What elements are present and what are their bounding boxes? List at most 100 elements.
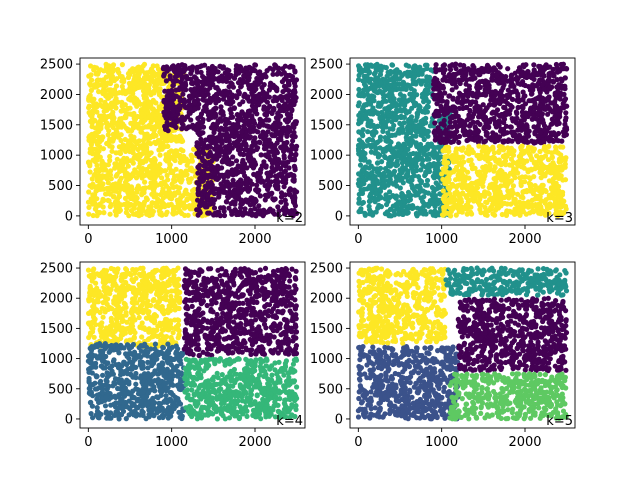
point-cluster-1: [393, 102, 400, 108]
point-cluster-1: [364, 87, 370, 94]
point-cluster-1: [134, 170, 140, 176]
point-cluster-2: [505, 87, 511, 93]
point-cluster-2: [292, 68, 298, 74]
point-cluster-2: [293, 95, 299, 101]
point-cluster-1: [405, 73, 411, 79]
point-cluster-2: [169, 91, 175, 97]
point-cluster-2: [262, 106, 268, 112]
point-cluster-2: [207, 184, 214, 191]
point-cluster-2: [260, 122, 266, 128]
point-cluster-2: [216, 188, 222, 194]
point-cluster-1: [375, 110, 381, 116]
point-cluster-2: [453, 65, 459, 72]
point-cluster-1: [404, 130, 410, 137]
point-cluster-2: [221, 208, 227, 214]
point-cluster-2: [527, 84, 533, 90]
point-cluster-1: [373, 209, 379, 215]
point-cluster-1: [163, 211, 169, 217]
point-cluster-1: [405, 69, 411, 75]
point-cluster-1: [358, 182, 364, 188]
point-cluster-2: [521, 82, 527, 88]
point-cluster-2: [239, 197, 245, 203]
point-cluster-2: [163, 78, 169, 84]
point-cluster-2: [213, 105, 219, 111]
point-cluster-2: [186, 124, 192, 130]
point-cluster-2: [275, 204, 281, 210]
point-cluster-2: [220, 109, 226, 115]
point-cluster-2: [282, 209, 288, 215]
point-cluster-1: [159, 200, 165, 206]
point-cluster-1: [179, 202, 185, 208]
point-cluster-1: [152, 179, 158, 185]
point-cluster-1: [150, 124, 156, 130]
point-cluster-1: [181, 153, 187, 160]
point-cluster-1: [94, 162, 100, 168]
point-cluster-2: [199, 141, 205, 147]
point-cluster-1: [113, 127, 119, 134]
point-cluster-1: [357, 162, 364, 168]
point-cluster-2: [516, 65, 523, 71]
point-cluster-1: [87, 133, 93, 139]
point-cluster-1: [421, 136, 427, 143]
point-cluster-1: [383, 192, 389, 198]
point-cluster-1: [401, 120, 407, 126]
point-cluster-2: [269, 158, 275, 164]
point-cluster-2: [437, 128, 443, 134]
point-cluster-2: [272, 183, 278, 189]
point-cluster-2: [180, 91, 186, 97]
point-cluster-2: [272, 133, 278, 139]
point-cluster-2: [218, 104, 224, 110]
point-cluster-2: [258, 152, 264, 158]
point-cluster-2: [496, 80, 502, 86]
point-cluster-1: [96, 82, 102, 88]
point-cluster-2: [524, 123, 530, 129]
point-cluster-1: [120, 186, 126, 192]
point-cluster-2: [485, 79, 491, 85]
point-cluster-2: [238, 205, 244, 211]
point-cluster-2: [196, 207, 202, 213]
point-cluster-2: [494, 73, 500, 79]
point-cluster-2: [241, 73, 247, 79]
point-cluster-1: [153, 204, 159, 210]
point-cluster-1: [119, 116, 125, 122]
point-cluster-2: [472, 75, 478, 81]
point-cluster-1: [167, 161, 173, 167]
point-cluster-2: [238, 177, 244, 183]
point-cluster-1: [363, 143, 369, 149]
point-cluster-2: [277, 121, 283, 127]
point-cluster-1: [385, 211, 391, 217]
point-cluster-1: [144, 85, 150, 91]
point-cluster-2: [560, 61, 567, 67]
point-cluster-2: [266, 149, 272, 155]
point-cluster-2: [255, 95, 261, 101]
point-cluster-2: [245, 155, 251, 161]
point-cluster-2: [235, 88, 241, 94]
point-cluster-2: [291, 145, 298, 151]
point-cluster-2: [253, 86, 259, 92]
point-cluster-2: [447, 130, 453, 136]
point-cluster-2: [274, 150, 280, 156]
point-cluster-2: [161, 73, 167, 79]
point-cluster-2: [533, 139, 539, 145]
point-cluster-2: [201, 188, 207, 194]
point-cluster-2: [224, 119, 230, 126]
point-cluster-1: [377, 89, 384, 95]
point-cluster-2: [205, 80, 212, 87]
point-cluster-1: [409, 139, 415, 145]
point-cluster-1: [138, 129, 145, 135]
point-cluster-1: [117, 73, 123, 79]
point-cluster-1: [86, 211, 92, 217]
point-cluster-2: [187, 106, 193, 112]
scatter-points: [355, 61, 570, 219]
point-cluster-2: [258, 179, 264, 185]
point-cluster-2: [219, 140, 225, 146]
point-cluster-2: [217, 63, 223, 69]
point-cluster-2: [242, 147, 248, 153]
point-cluster-2: [254, 173, 260, 179]
point-cluster-2: [262, 197, 268, 203]
point-cluster-1: [137, 68, 144, 74]
point-cluster-2: [282, 103, 288, 109]
point-cluster-1: [101, 108, 107, 114]
point-cluster-2: [199, 119, 206, 125]
point-cluster-2: [442, 90, 448, 96]
